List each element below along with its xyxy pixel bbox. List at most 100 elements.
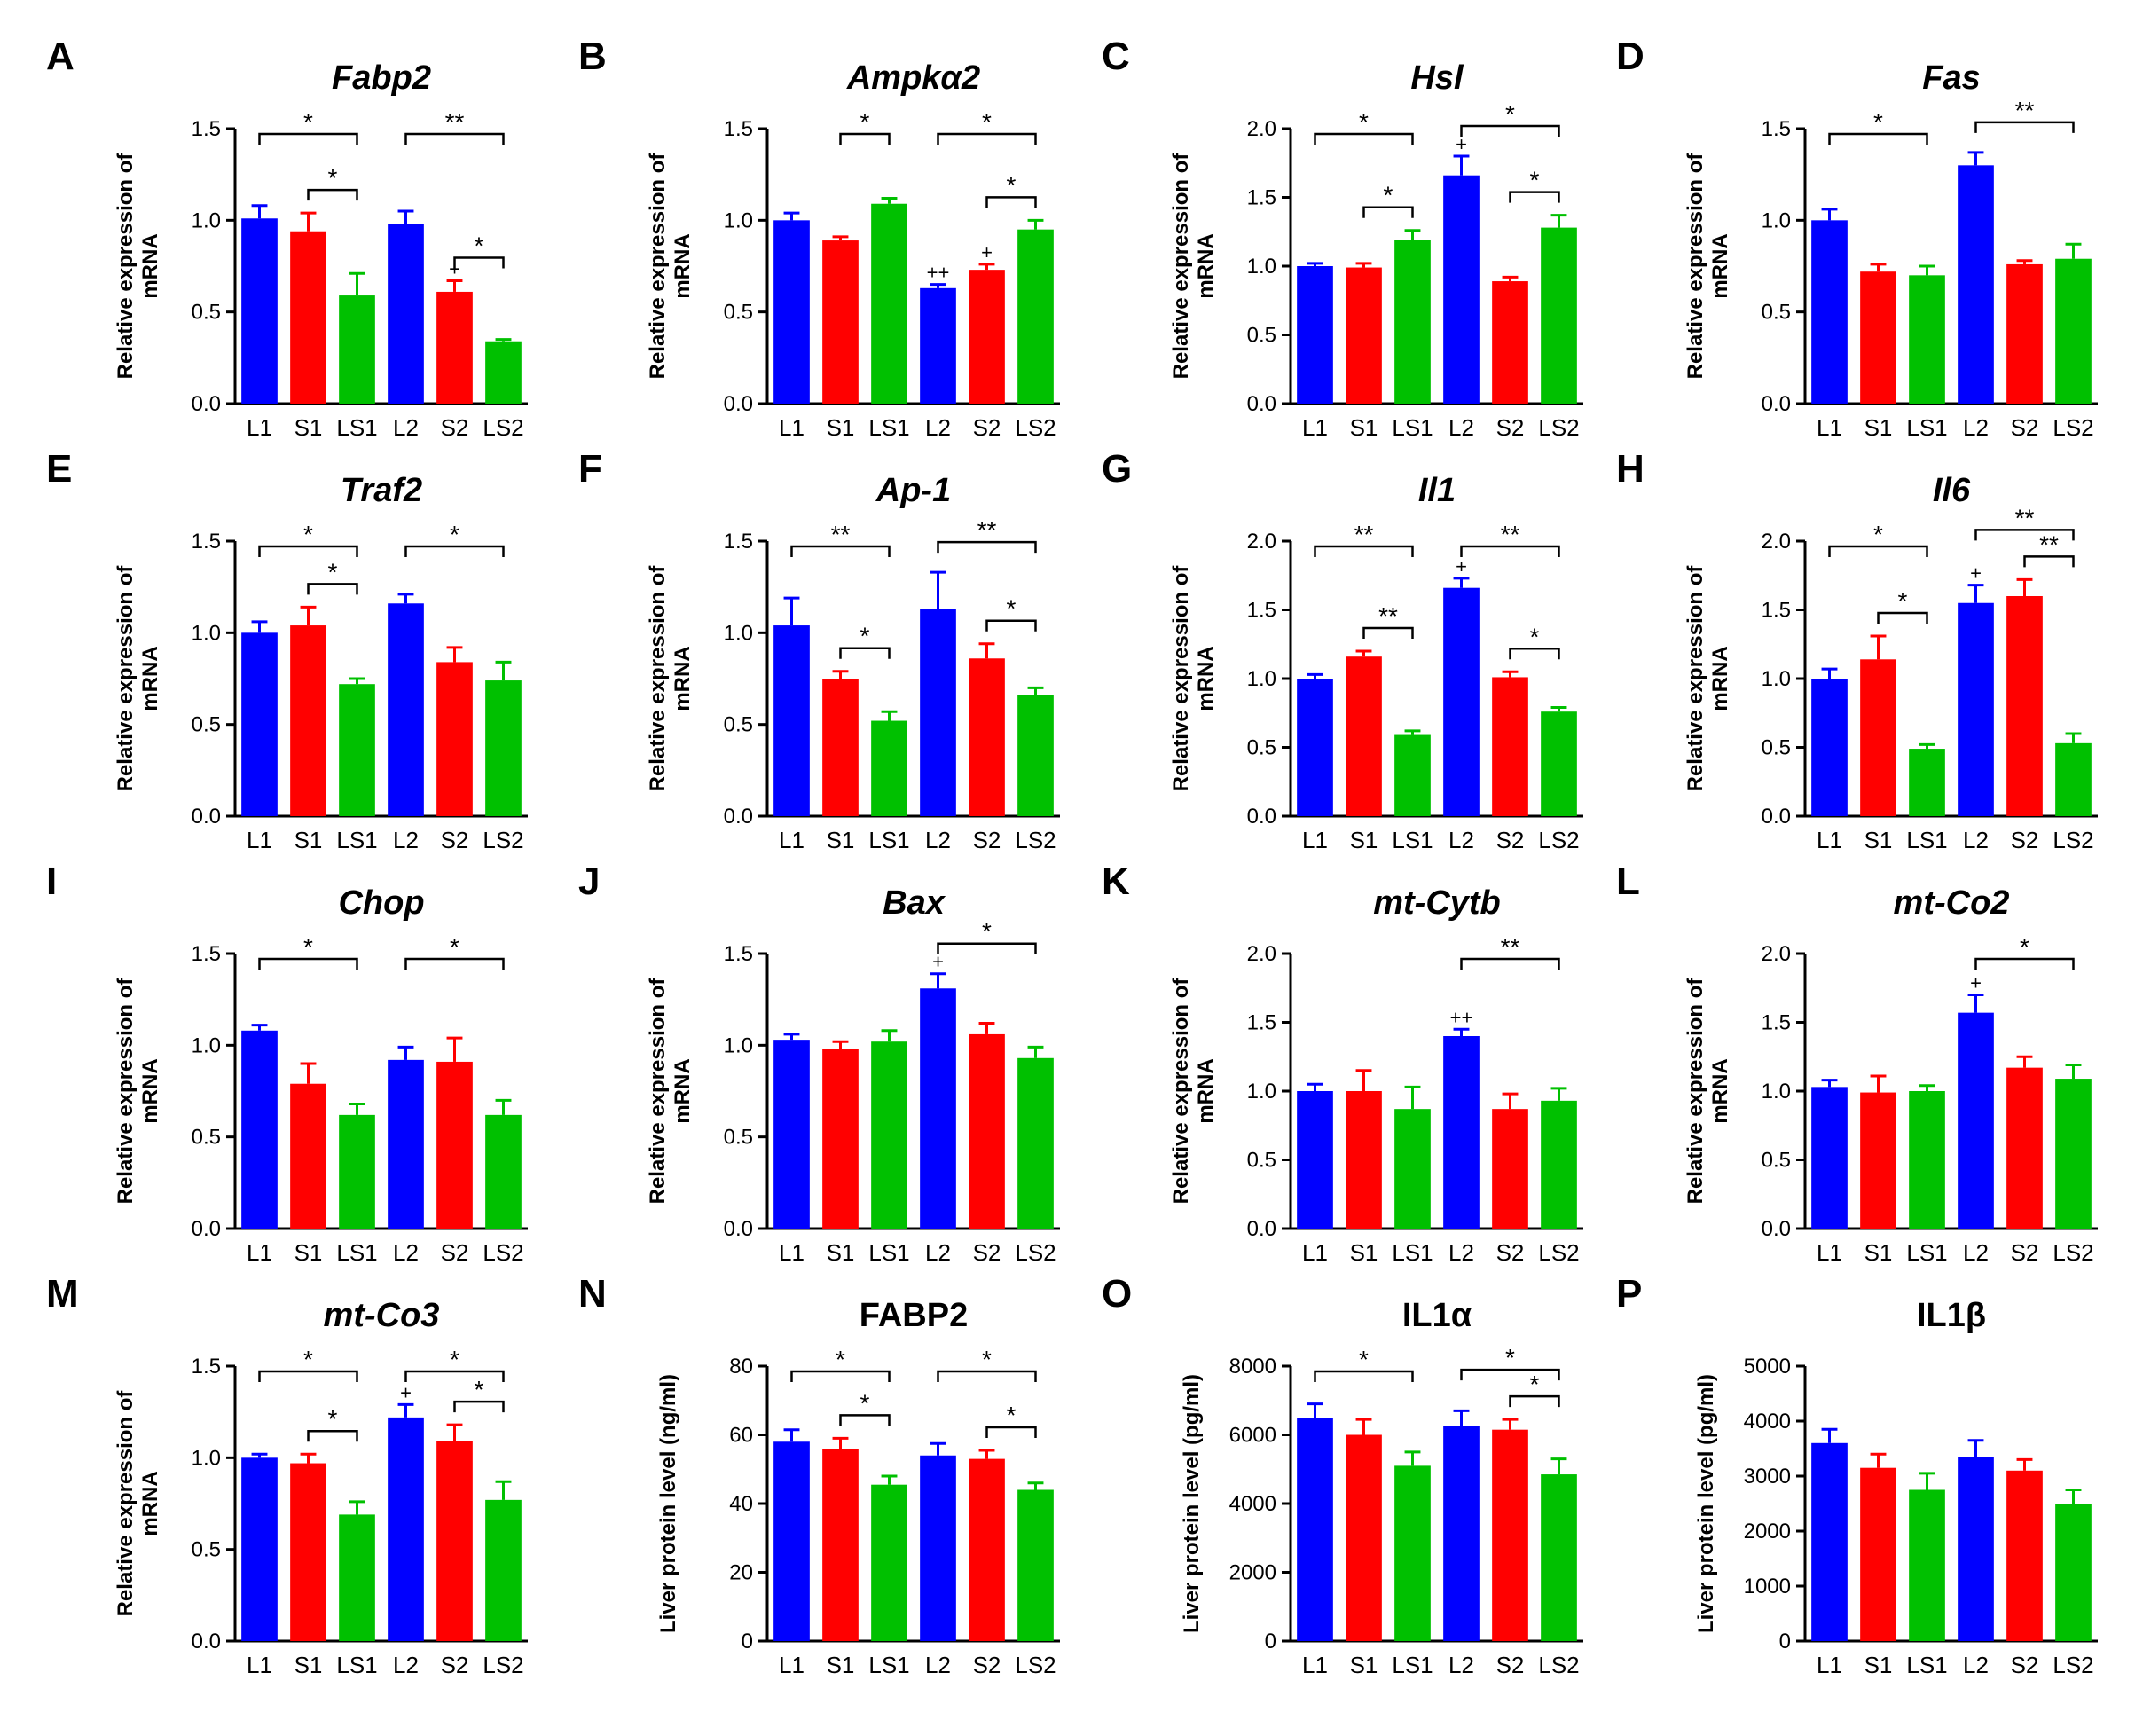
y-tick-label: 0.5 xyxy=(192,301,221,325)
y-tick-label: 1.5 xyxy=(1247,1011,1276,1035)
chart-title: mt-Co3 xyxy=(324,1297,440,1334)
significance-label: * xyxy=(1505,1344,1515,1371)
chart-title: Ap-1 xyxy=(875,472,951,509)
y-axis-label-line: mRNA xyxy=(671,233,695,298)
x-tick-label: L1 xyxy=(247,1239,272,1266)
x-tick-label: L1 xyxy=(1817,1652,1842,1678)
x-tick-label: LS1 xyxy=(1392,827,1433,853)
y-axis-label: Relative expression ofmRNA xyxy=(114,1390,162,1617)
x-tick-label: LS2 xyxy=(1015,414,1056,441)
chart-title: Il1 xyxy=(1418,472,1456,509)
bar-ls1 xyxy=(1394,1465,1431,1641)
y-axis-label-line: mRNA xyxy=(1194,233,1218,298)
significance-bracket xyxy=(1460,1368,1560,1381)
y-axis-label-line: Relative expression of xyxy=(1684,153,1707,380)
significance-bracket xyxy=(1362,626,1414,639)
significance-label: * xyxy=(1505,100,1515,128)
y-tick-label: 1000 xyxy=(1744,1575,1791,1599)
y-axis-label: Relative expression ofmRNA xyxy=(1684,565,1732,792)
bar-l2 xyxy=(920,609,956,816)
significance-label: * xyxy=(328,558,338,585)
y-axis-label: Relative expression ofmRNA xyxy=(1169,565,1218,792)
bar-s2 xyxy=(1492,1109,1528,1229)
bar-l1 xyxy=(773,625,810,816)
significance-bracket xyxy=(839,647,891,659)
y-axis-label-line: mRNA xyxy=(1708,646,1732,711)
bar-s2 xyxy=(1492,677,1528,816)
significance-bracket xyxy=(1974,529,2075,541)
significance-label: * xyxy=(1530,623,1540,650)
x-tick-label: S1 xyxy=(294,1239,323,1266)
bar-ls2 xyxy=(485,1499,522,1641)
significance-label: ** xyxy=(445,108,465,136)
significance-bracket xyxy=(937,132,1037,145)
y-axis-label-line: Relative expression of xyxy=(646,565,670,792)
y-tick-label: 1.0 xyxy=(192,1033,221,1057)
x-tick-label: L1 xyxy=(247,414,272,441)
significance-label: * xyxy=(836,1346,845,1373)
bar-ls1 xyxy=(871,203,907,404)
y-tick-label: 20 xyxy=(729,1561,753,1585)
x-tick-label: LS2 xyxy=(2053,1239,2093,1266)
x-tick-label: S2 xyxy=(1496,827,1525,853)
y-tick-label: 1.0 xyxy=(1762,208,1791,232)
y-axis-label: Relative expression ofmRNA xyxy=(114,153,162,380)
significance-bracket xyxy=(1460,957,1560,970)
x-tick-label: LS1 xyxy=(1392,1652,1433,1678)
significance-bracket xyxy=(453,1400,505,1413)
x-tick-label: L2 xyxy=(393,1652,419,1678)
y-tick-label: 1.0 xyxy=(192,208,221,232)
bar-l1 xyxy=(1811,1442,1848,1641)
y-tick-label: 8000 xyxy=(1229,1355,1276,1379)
y-tick-label: 1.5 xyxy=(192,942,221,966)
x-tick-label: L1 xyxy=(247,1652,272,1678)
bar-l1 xyxy=(1297,1418,1333,1641)
x-tick-label: LS1 xyxy=(336,1652,377,1678)
y-axis-label-line: mRNA xyxy=(138,1471,162,1536)
x-tick-label: LS1 xyxy=(1906,1239,1947,1266)
significance-label: * xyxy=(1530,167,1540,194)
y-tick-label: 0.0 xyxy=(1762,805,1791,829)
x-tick-label: L1 xyxy=(779,1239,805,1266)
x-tick-label: S1 xyxy=(1350,1652,1378,1678)
x-tick-label: L2 xyxy=(1963,414,1989,441)
y-axis-label: Liver protein level (pg/ml) xyxy=(1180,1374,1204,1633)
y-tick-label: 2000 xyxy=(1744,1520,1791,1544)
bar-l2 xyxy=(388,1059,424,1229)
x-tick-label: L2 xyxy=(393,414,419,441)
panel-letter: I xyxy=(46,860,57,903)
plus-marker: + xyxy=(400,1381,412,1403)
panel-letter: D xyxy=(1616,35,1645,78)
x-tick-label: LS2 xyxy=(483,1239,523,1266)
bar-s1 xyxy=(1860,1092,1896,1229)
panel-letter: N xyxy=(578,1272,607,1316)
significance-bracket xyxy=(258,132,358,145)
bar-ls1 xyxy=(1394,734,1431,816)
y-tick-label: 0.0 xyxy=(1247,1217,1276,1241)
chart-title: IL1β xyxy=(1917,1297,1986,1334)
y-tick-label: 1.0 xyxy=(1247,667,1276,691)
y-tick-label: 1.0 xyxy=(1762,667,1791,691)
x-tick-label: LS2 xyxy=(1538,1239,1579,1266)
bar-s2 xyxy=(2006,596,2043,816)
y-tick-label: 0 xyxy=(742,1630,753,1654)
y-tick-label: 0.0 xyxy=(1247,392,1276,416)
bar-s1 xyxy=(822,240,859,404)
y-tick-label: 2.0 xyxy=(1247,530,1276,554)
bar-ls1 xyxy=(339,684,375,816)
x-tick-label: L2 xyxy=(1963,1652,1989,1678)
bar-l1 xyxy=(241,632,278,816)
x-tick-label: L1 xyxy=(779,414,805,441)
y-axis-label-line: Relative expression of xyxy=(114,978,137,1205)
y-axis-label-line: Relative expression of xyxy=(1169,978,1193,1205)
y-axis-label-line: Liver protein level (ng/ml) xyxy=(656,1374,680,1633)
significance-label: * xyxy=(1873,521,1883,548)
chart-title: mt-Cytb xyxy=(1373,884,1501,922)
panel-letter: J xyxy=(578,860,600,903)
significance-label: * xyxy=(1359,1346,1369,1373)
panel-letter: P xyxy=(1616,1272,1642,1316)
y-tick-label: 1.5 xyxy=(724,117,753,141)
y-tick-label: 60 xyxy=(729,1424,753,1448)
bar-ls2 xyxy=(1541,711,1577,816)
